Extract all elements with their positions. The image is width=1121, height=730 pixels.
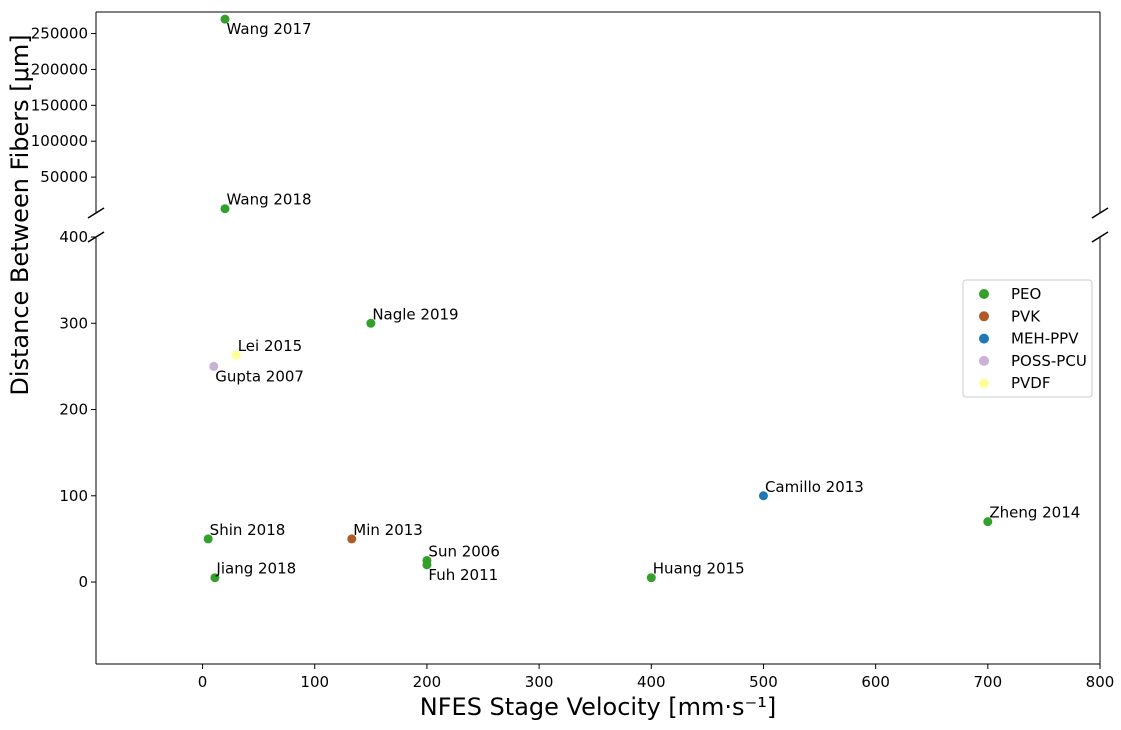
- data-point-peo: [983, 517, 993, 527]
- data-point-poss-pcu: [209, 361, 219, 371]
- data-point-peo: [646, 573, 656, 583]
- legend-entry: PVDF: [1011, 374, 1051, 392]
- x-tick-label: 500: [749, 673, 778, 691]
- legend-marker: [979, 355, 989, 366]
- x-tick-label: 300: [525, 673, 554, 691]
- y-tick-label: 50000: [40, 168, 88, 186]
- data-point-label: Wang 2017: [227, 20, 312, 38]
- y-tick-label: 300: [59, 314, 88, 332]
- data-point-peo: [366, 318, 376, 328]
- x-tick-label: 0: [198, 673, 208, 691]
- axis-break-mark: [87, 207, 105, 219]
- axis-break-mark: [1091, 231, 1109, 243]
- data-point-peo: [220, 14, 230, 24]
- data-point-peo: [203, 534, 213, 544]
- legend-marker: [979, 289, 989, 299]
- x-tick-label: 200: [413, 673, 442, 691]
- data-point-label: Camillo 2013: [765, 478, 864, 496]
- data-point-label: Gupta 2007: [215, 367, 304, 385]
- legend-entry: POSS-PCU: [1011, 352, 1087, 370]
- x-tick-label: 700: [974, 673, 1003, 691]
- legend-marker: [979, 333, 989, 344]
- legend-entry: MEH-PPV: [1011, 330, 1079, 348]
- lower-plot-area: 0 100 200 300 400 0 100 200 300 400 500 600 700 800: [59, 228, 1114, 691]
- data-point-label: Nagle 2019: [372, 305, 458, 323]
- legend-entry: PVK: [1011, 307, 1041, 325]
- data-point-peo: [220, 204, 230, 214]
- y-tick-label: 0: [78, 573, 88, 591]
- data-point-pvk: [347, 534, 357, 544]
- data-point-label: Jiang 2018: [215, 560, 296, 578]
- legend-entry: PEO: [1011, 285, 1041, 303]
- x-tick-label: 100: [300, 673, 329, 691]
- y-axis-title: Distance Between Fibers [μm]: [6, 34, 34, 395]
- x-axis-title: NFES Stage Velocity [mm·s⁻¹]: [420, 693, 776, 721]
- y-tick-label: 250000: [31, 25, 88, 43]
- legend-marker: [979, 311, 989, 322]
- y-tick-label: 100000: [31, 132, 88, 150]
- legend-box: [962, 279, 1093, 398]
- y-tick-label: 150000: [31, 96, 88, 114]
- legend-marker: [979, 378, 989, 389]
- x-tick-label: 400: [637, 673, 666, 691]
- y-tick-label: 200: [59, 401, 88, 419]
- data-point-label: Huang 2015: [653, 560, 745, 578]
- x-tick-label: 600: [861, 673, 890, 691]
- y-tick-label: 200000: [31, 60, 88, 78]
- data-point-peo: [422, 560, 432, 570]
- data-point-label: Lei 2015: [238, 337, 302, 355]
- y-tick-label: 100: [59, 487, 88, 505]
- data-point-label: Zheng 2014: [989, 504, 1080, 522]
- data-point-label: Sun 2006: [428, 542, 499, 560]
- upper-plot-area: 50000 100000 150000 200000 250000: [31, 11, 1109, 219]
- data-point-label: Min 2013: [353, 521, 423, 539]
- data-point-label: Shin 2018: [210, 521, 286, 539]
- axis-break-mark: [1091, 207, 1109, 219]
- x-tick-label: 800: [1086, 673, 1115, 691]
- data-point-label: Wang 2018: [227, 191, 312, 209]
- legend: PEO PVK MEH-PPV POSS-PCU PVDF: [962, 279, 1093, 398]
- data-point-peo: [210, 573, 220, 583]
- data-point-meh-ppv: [758, 491, 768, 501]
- data-points: Wang 2017 Wang 2018 Nagle 2019 Shin 2018 Jia…: [203, 14, 1080, 584]
- data-point-pvdf: [231, 350, 241, 360]
- y-tick-label: 400: [59, 228, 88, 246]
- data-point-label: Fuh 2011: [428, 566, 498, 584]
